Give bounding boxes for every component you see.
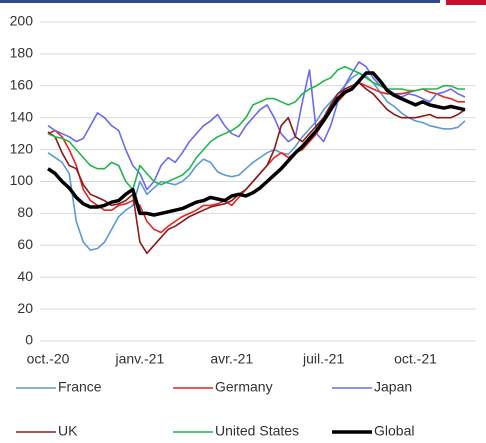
series-line — [47, 71, 466, 217]
legend-label: France — [58, 379, 102, 395]
y-tick-label: 60 — [17, 236, 33, 252]
series-line — [47, 81, 465, 234]
y-tick-label: 160 — [10, 77, 34, 93]
series-line — [47, 81, 466, 255]
legend-label: United States — [215, 423, 299, 439]
series-line — [47, 72, 466, 251]
y-tick-label: 100 — [10, 172, 34, 188]
y-tick-label: 120 — [10, 140, 34, 156]
series-line — [47, 65, 465, 191]
series-line — [47, 61, 466, 191]
legend-label: UK — [58, 423, 78, 439]
y-tick-label: 80 — [17, 204, 33, 220]
y-tick-label: 0 — [25, 332, 33, 348]
header-strip — [0, 0, 440, 3]
y-tick-label: 180 — [10, 45, 34, 61]
y-tick-label: 20 — [17, 300, 33, 316]
header-flag — [446, 0, 486, 5]
legend-label: Global — [374, 423, 414, 439]
x-tick-label: juil.-21 — [302, 351, 344, 367]
y-tick-label: 140 — [10, 108, 34, 124]
x-tick-label: oct.-21 — [394, 351, 437, 367]
y-tick-label: 200 — [10, 13, 34, 29]
legend-label: Germany — [215, 379, 273, 395]
x-tick-label: oct.-20 — [27, 351, 70, 367]
x-tick-label: janv.-21 — [114, 351, 164, 367]
x-tick-label: avr.-21 — [210, 351, 253, 367]
y-tick-label: 40 — [17, 268, 33, 284]
legend-label: Japan — [374, 379, 412, 395]
